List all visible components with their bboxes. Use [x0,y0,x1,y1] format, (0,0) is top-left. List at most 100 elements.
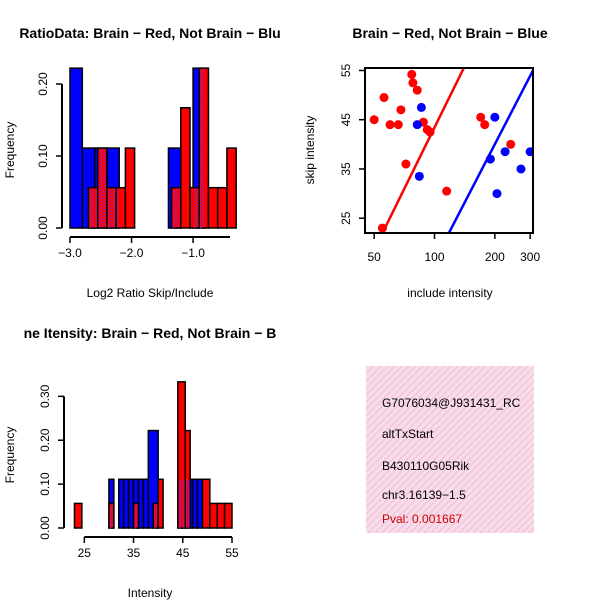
intensity-overlap-line [178,515,183,520]
scatter-point-red [377,223,387,233]
ratio-overlap-line [199,203,205,208]
intensity-histogram: ne Itensity: Brain − Red, Not Brain − B … [3,325,276,600]
intensity-y-tick-label: 0.00 [38,516,52,540]
ratio-overlap-line [98,196,107,201]
ratio-overlap-line [199,74,205,79]
info-hatch-line [479,478,534,533]
info-hatch-line [472,471,534,533]
intensity-overlap-line [109,525,114,529]
ratio-overlap-line [172,194,180,199]
ratio-overlap-line [199,164,205,169]
ratio-overlap-line [172,221,180,226]
ratio-overlap-line [199,125,205,130]
intensity-overlap-line [153,519,158,523]
intensity-histogram-bars [73,381,233,529]
ratio-y-tick-label: 0.10 [36,144,50,168]
ratio-overlap-line [172,206,180,211]
intensity-scatter-ylabel: skip intensity [303,116,317,185]
scatter-point-blue [525,147,533,157]
ratio-overlap-line [199,98,205,103]
scatter-x-tick-label: 200 [485,250,505,264]
ratio-overlap-line [98,211,107,216]
scatter-point-red [407,69,417,79]
ratio-overlap-line [95,221,98,225]
ratio-overlap-line [172,191,180,196]
intensity-overlap-line [178,521,183,526]
ratio-overlap-line [98,148,107,153]
info-hatch-line [444,443,534,533]
info-hatch-line [366,366,466,466]
intensity-overlap-line [178,506,183,511]
ratio-overlap-line [98,202,107,207]
ratio-overlap-hatch [199,68,205,229]
info-hatch-line [592,366,600,533]
ratio-overlap-line [199,182,205,187]
ratio-overlap-hatch [95,188,98,228]
ratio-overlap-line [95,200,98,204]
intensity-histogram-axes: 25 35 45 55 0.00 0.10 0.20 0.30 [38,384,239,560]
info-hatch-line [374,373,534,533]
scatter-x-tick-label: 300 [520,250,540,264]
ratio-histogram-title: RatioData: Brain − Red, Not Brain − Blu [19,25,280,41]
info-hatch-line [543,366,600,533]
ratio-overlap-line [107,194,116,199]
intensity-red-bar [201,478,211,529]
ratio-overlap-line [199,140,205,145]
ratio-overlap-line [193,200,199,205]
intensity-overlap-line [109,522,114,526]
info-hatch-line [571,366,600,533]
ratio-overlap-line [172,188,180,193]
ratio-histogram-ylabel: Frequency [3,122,17,179]
ratio-overlap-line [98,151,107,156]
intensity-overlap-hatch [134,504,138,529]
scatter-point-blue [414,171,424,181]
intensity-x-tick-label: 35 [127,546,141,560]
ratio-overlap-line [89,212,94,217]
scatter-point-blue [516,164,526,174]
ratio-x-tick-label: −2.0 [120,246,144,260]
ratio-overlap-line [107,206,116,211]
scatter-y-tick-label: 55 [339,63,353,77]
ratio-overlap-line [199,80,205,85]
ratio-overlap-line [98,187,107,192]
info-hatch-line [451,450,534,533]
ratio-red-bar [124,147,136,229]
ratio-overlap-line [199,185,205,190]
scatter-point-red [369,115,379,125]
ratio-overlap-line [107,197,116,202]
ratio-overlap-line [98,160,107,165]
ratio-overlap-line [98,205,107,210]
ratio-overlap-line [95,212,98,216]
intensity-overlap-line [109,516,114,520]
ratio-overlap-line [193,197,199,202]
intensity-overlap-line [134,504,138,508]
ratio-overlap-line [199,77,205,82]
ratio-overlap-line [193,215,199,220]
info-hatch-line [366,366,438,438]
intensity-histogram-title: ne Itensity: Brain − Red, Not Brain − B [24,325,277,341]
info-hatch-line [366,366,508,508]
ratio-overlap-line [199,179,205,184]
event-type: altTxStart [382,427,434,441]
ratio-overlap-line [193,203,199,208]
ratio-overlap-line [89,224,94,229]
intensity-overlap-line [134,510,138,514]
ratio-histogram: RatioData: Brain − Red, Not Brain − Blu … [3,25,281,300]
scatter-y-tick-label: 45 [339,113,353,127]
ratio-overlap-line [199,206,205,211]
intensity-overlap-line [178,491,183,496]
ratio-overlap-line [98,169,107,174]
info-hatch-line [458,457,534,533]
scatter-point-blue [412,120,422,130]
ratio-overlap-line [98,175,107,180]
info-hatch-line [486,485,534,533]
ratio-overlap-line [116,197,119,201]
ratio-overlap-line [199,104,205,109]
ratio-overlap-line [199,194,205,199]
info-hatch-line [423,422,534,533]
intensity-overlap-line [178,485,183,490]
scatter-y-tick-label: 25 [339,211,353,225]
ratio-overlap-line [172,203,180,208]
ratio-overlap-line [98,217,107,222]
ratio-overlap-line [89,221,94,226]
